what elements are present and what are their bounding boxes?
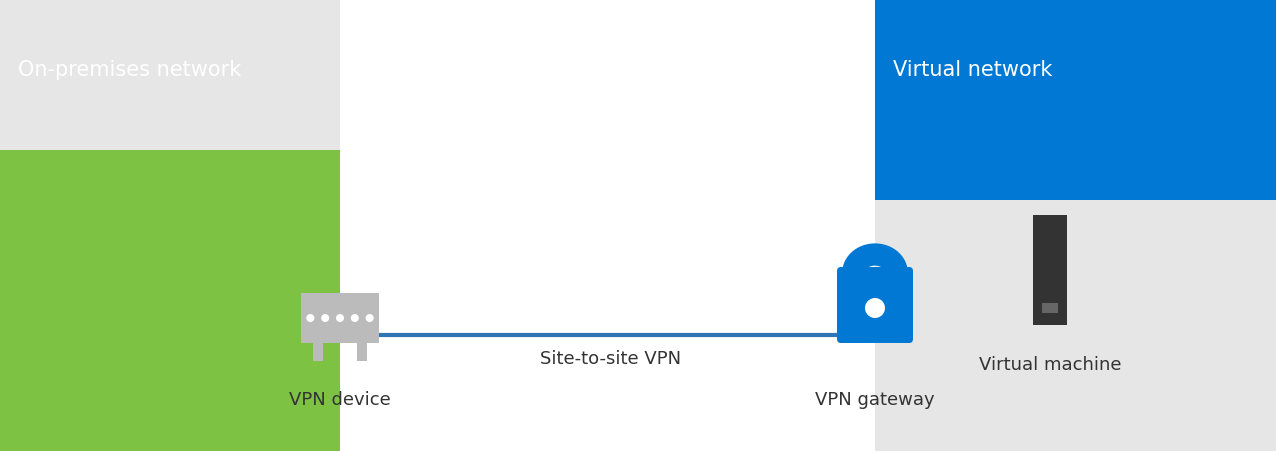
Circle shape: [865, 298, 886, 318]
Circle shape: [322, 314, 329, 322]
Bar: [1042, 303, 1058, 313]
Bar: [875, 0, 1276, 200]
Circle shape: [306, 314, 314, 322]
Circle shape: [351, 314, 359, 322]
Bar: [313, 343, 323, 361]
Bar: [875, 200, 1276, 451]
Bar: [0, 0, 339, 150]
Text: Virtual machine: Virtual machine: [979, 356, 1122, 374]
Text: Virtual network: Virtual network: [893, 60, 1053, 80]
Text: VPN gateway: VPN gateway: [815, 391, 935, 409]
Circle shape: [336, 314, 345, 322]
Bar: [0, 150, 339, 451]
Bar: [1034, 215, 1067, 325]
Text: VPN device: VPN device: [290, 391, 390, 409]
Text: On-premises network: On-premises network: [18, 60, 241, 80]
Bar: [357, 343, 366, 361]
Circle shape: [366, 314, 374, 322]
Bar: [301, 293, 379, 343]
Text: Site-to-site VPN: Site-to-site VPN: [540, 350, 681, 368]
FancyBboxPatch shape: [837, 267, 914, 343]
